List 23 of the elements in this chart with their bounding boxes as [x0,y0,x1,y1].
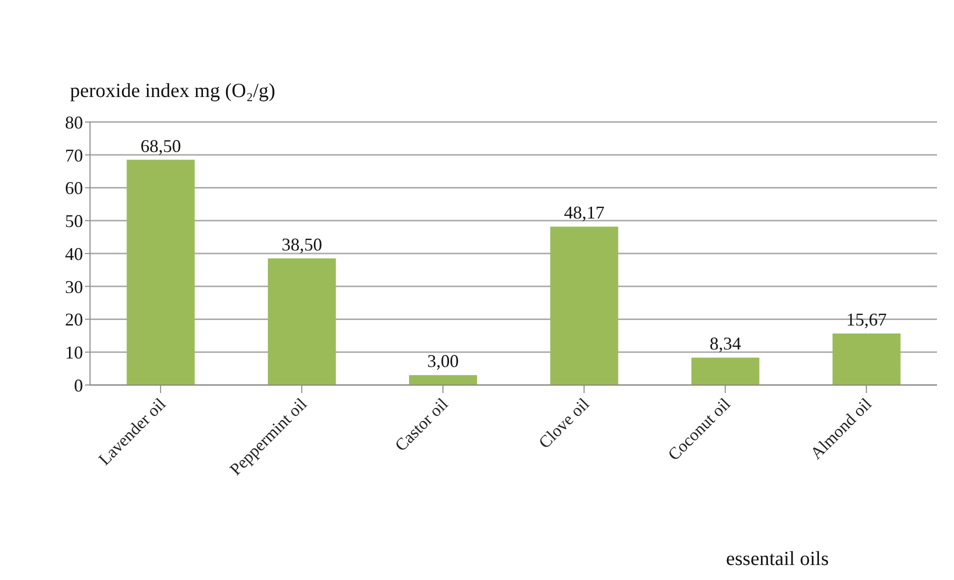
data-label: 3,00 [427,351,459,372]
y-tick-label: 20 [65,310,83,330]
y-tick-label: 30 [65,276,83,297]
y-tick-label: 10 [65,342,83,363]
y-tick-label: 40 [65,244,83,264]
data-label: 68,50 [140,136,181,156]
y-tick-label: 60 [65,178,83,198]
bar [126,160,195,385]
y-tick-label: 50 [65,211,83,232]
bar [691,358,760,385]
y-tick-label: 0 [74,375,83,396]
data-label: 8,34 [710,334,742,354]
data-label: 15,67 [846,309,887,330]
y-tick-label: 80 [65,112,83,132]
y-tick-label: 70 [65,145,83,166]
x-axis-title: essentail oils [726,548,829,571]
bar [409,375,478,385]
bar [550,226,618,385]
data-label: 38,50 [282,234,322,254]
bar [268,258,336,385]
y-axis-title: peroxide index mg (O₂/g) [70,80,276,103]
data-label: 48,17 [564,202,604,223]
bar [832,333,901,385]
